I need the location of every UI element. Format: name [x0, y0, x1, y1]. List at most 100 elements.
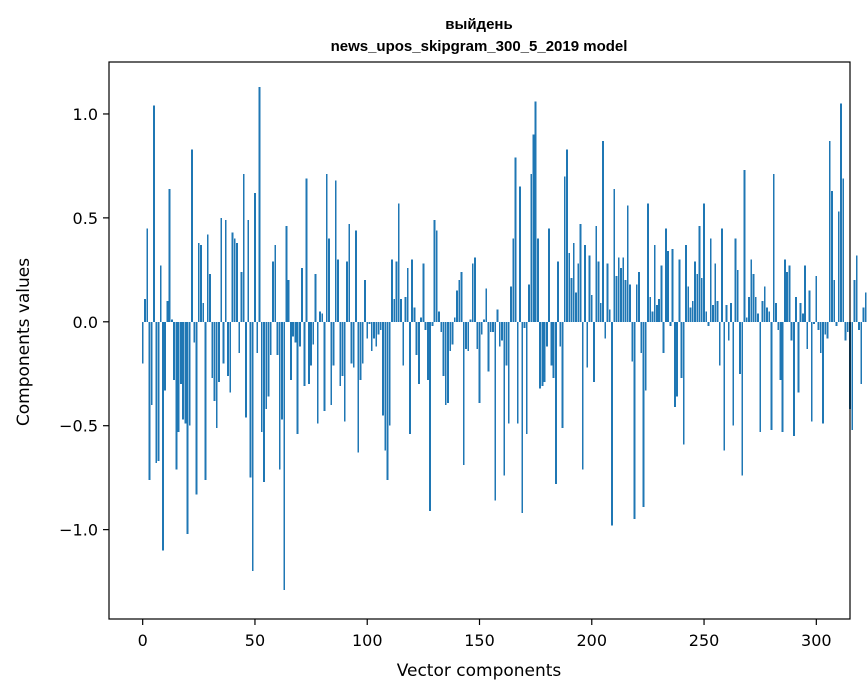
bar: [705, 311, 708, 322]
bar: [844, 321, 847, 341]
bar: [635, 284, 638, 322]
bar: [536, 238, 539, 322]
bar: [611, 321, 613, 526]
bar: [359, 321, 362, 380]
bar: [761, 301, 764, 322]
chart-title-line-1: выйдень: [445, 16, 512, 33]
bar: [597, 261, 600, 322]
bar: [554, 321, 557, 484]
bar: [240, 271, 243, 322]
bar: [462, 321, 465, 466]
bar: [521, 321, 524, 513]
bar: [184, 321, 187, 424]
bar: [855, 255, 858, 322]
bar: [624, 280, 627, 322]
bar: [148, 321, 151, 480]
bar: [456, 290, 458, 322]
bar: [204, 321, 207, 480]
bar: [680, 321, 683, 378]
bar: [593, 321, 595, 383]
bar: [417, 321, 420, 385]
bar: [813, 321, 815, 324]
bar: [161, 321, 164, 551]
bar: [260, 321, 263, 432]
y-tick-label: 1.0: [73, 105, 98, 124]
bar: [294, 321, 297, 343]
bar: [617, 257, 620, 322]
bar: [278, 321, 281, 470]
bar: [831, 190, 833, 322]
bar: [339, 321, 342, 387]
bar: [783, 259, 786, 322]
bar: [164, 321, 167, 391]
bar: [545, 321, 548, 347]
bar: [682, 321, 685, 445]
bar: [465, 321, 467, 349]
bar: [687, 286, 690, 322]
bar: [822, 321, 824, 424]
bar: [213, 321, 216, 401]
bar: [842, 178, 845, 322]
bar: [480, 321, 483, 335]
bar: [718, 321, 721, 366]
bar: [247, 219, 250, 322]
bar: [231, 232, 234, 322]
bar: [474, 257, 476, 322]
bar: [222, 321, 225, 364]
bar: [404, 296, 407, 322]
bar: [775, 303, 777, 322]
bar: [249, 321, 252, 478]
bar: [215, 321, 218, 428]
y-tick-label: −1.0: [59, 521, 98, 540]
x-tick-label: 50: [245, 631, 265, 650]
bar: [467, 321, 470, 351]
bar: [806, 321, 809, 349]
x-tick-label: 150: [464, 631, 495, 650]
bar: [864, 292, 867, 322]
bar: [595, 226, 598, 322]
bar: [186, 321, 189, 534]
bar: [505, 321, 508, 366]
bar: [393, 298, 396, 322]
bar: [157, 321, 160, 462]
bar: [723, 321, 726, 451]
bar: [337, 259, 339, 322]
bar: [514, 157, 517, 322]
bar: [673, 321, 676, 407]
bar: [824, 321, 827, 335]
bar: [716, 301, 719, 322]
y-tick-label: 0.5: [73, 209, 98, 228]
bar: [307, 321, 310, 385]
bar: [357, 321, 360, 453]
bar: [550, 321, 553, 366]
bar: [501, 321, 503, 341]
bar: [179, 321, 182, 385]
bar: [799, 303, 802, 322]
bar: [485, 288, 488, 322]
bar: [519, 186, 521, 322]
bar: [685, 244, 687, 322]
bar: [606, 263, 609, 322]
bar: [173, 321, 176, 380]
bar: [777, 321, 780, 331]
bar: [285, 226, 288, 322]
bar: [415, 321, 418, 356]
bar: [815, 276, 818, 322]
bar: [732, 321, 735, 426]
bar: [851, 321, 854, 430]
bar: [709, 238, 712, 322]
bar: [202, 303, 205, 322]
x-tick-label: 200: [576, 631, 607, 650]
bar: [310, 321, 312, 366]
bar: [860, 321, 863, 385]
bar: [384, 321, 387, 451]
bar: [568, 253, 571, 322]
y-tick-label: 0.0: [73, 313, 98, 332]
bar: [817, 321, 820, 331]
bar: [438, 311, 440, 322]
bar: [170, 319, 173, 322]
bar: [530, 174, 533, 322]
bar: [211, 321, 214, 378]
bar: [197, 242, 200, 322]
bar: [676, 321, 678, 397]
